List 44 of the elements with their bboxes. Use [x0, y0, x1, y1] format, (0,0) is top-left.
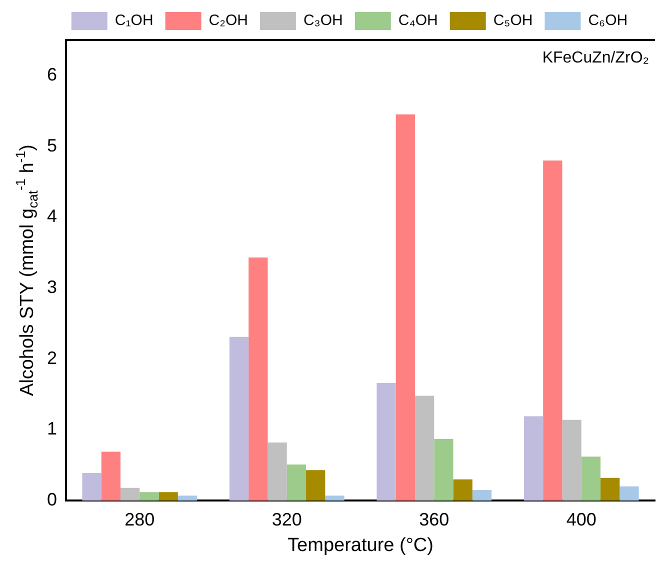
legend-label: C₁OH [114, 12, 154, 30]
bar [178, 496, 198, 501]
annotation: KFeCuZn/ZrO₂ [542, 49, 649, 66]
bar [82, 472, 102, 501]
x-tick-label: 400 [566, 509, 596, 530]
bar [543, 160, 562, 501]
legend-label: C₄OH [398, 12, 438, 30]
bar [453, 479, 472, 501]
x-tick-label: 360 [419, 509, 450, 530]
bar [581, 456, 601, 501]
bar [286, 464, 306, 501]
y-tick-label: 6 [46, 64, 58, 84]
legend-label: C₃OH [303, 12, 343, 30]
bar [396, 114, 415, 501]
legend-label: C₂OH [208, 12, 248, 30]
bar [472, 490, 492, 501]
bar [325, 496, 344, 501]
bar [600, 478, 620, 501]
bar [524, 416, 544, 501]
bar [140, 492, 159, 501]
bar [248, 258, 268, 501]
bar [434, 438, 454, 501]
y-tick-label: 4 [46, 206, 58, 226]
y-tick-label: 1 [46, 418, 58, 439]
x-axis-title: Temperature (°C) [288, 534, 434, 556]
bar [414, 396, 434, 501]
y-axis-title: Alcohols STY (mmol gcat-1 h-1) [13, 144, 40, 396]
y-tick-label: 5 [46, 135, 58, 156]
y-tick-label: 0 [46, 490, 58, 510]
bar [376, 382, 396, 501]
bar [620, 486, 639, 501]
bar [120, 488, 140, 501]
legend-label: C₆OH [588, 12, 628, 30]
x-tick-label: 320 [272, 509, 302, 530]
bar [101, 452, 120, 501]
y-tick-label: 3 [46, 276, 58, 297]
x-tick-label: 280 [124, 509, 155, 530]
bar [562, 420, 582, 501]
bar [306, 470, 326, 501]
bar [229, 336, 249, 501]
legend-label: C₅OH [493, 12, 533, 30]
y-tick-label: 2 [46, 348, 58, 368]
bar [268, 442, 287, 501]
bar [158, 492, 178, 501]
